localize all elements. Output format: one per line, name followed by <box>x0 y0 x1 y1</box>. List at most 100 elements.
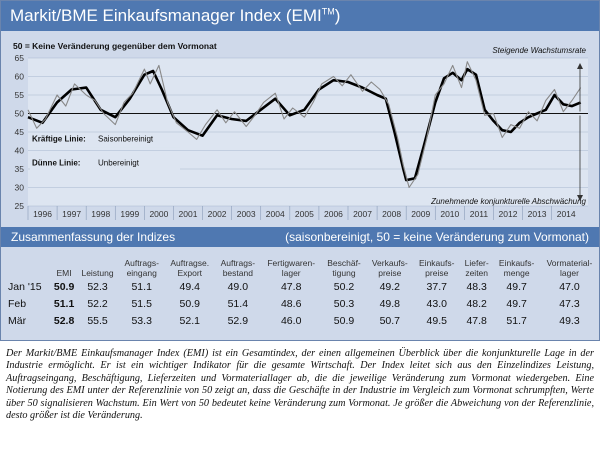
value-cell: 37.7 <box>426 280 447 293</box>
column-header: Beschäf-tigung <box>322 248 366 278</box>
legend-bold-text: Saisonbereinigt <box>98 134 154 143</box>
summary-header-row: EMI Leistung Auftrags-eingang Auftragse. Exp… <box>1 248 599 278</box>
legend-thin-label: Dünne Linie: <box>32 158 80 167</box>
value-cell: 52.3 <box>87 280 108 293</box>
value-cell: 52.9 <box>227 314 249 327</box>
row-label: Mär <box>8 314 27 327</box>
column-header-line1: Beschäf- <box>327 258 361 268</box>
x-tick-label: 2007 <box>353 209 372 219</box>
y-tick-label: 35 <box>15 164 25 174</box>
row-label: Jan '15 <box>8 280 42 293</box>
up-arrow-icon <box>577 63 583 69</box>
value-cell: 51.4 <box>227 297 249 310</box>
summary-subtitle: (saisonbereinigt, 50 = keine Veränderung… <box>285 230 589 244</box>
column-header-line2: bestand <box>222 268 253 278</box>
value-cell: 50.3 <box>333 297 355 310</box>
value-cell: 52.1 <box>179 314 200 327</box>
y-tick-label: 65 <box>15 53 25 63</box>
summary-table: EMI Leistung Auftrags-eingang Auftragse. Exp… <box>1 248 599 329</box>
series-line-unbereinigt <box>27 61 582 189</box>
column-header-line2: lager <box>281 268 301 278</box>
value-cell: 50.9 <box>179 297 200 310</box>
y-tick-label: 55 <box>15 90 25 100</box>
emi-value-cell: 50.9 <box>53 280 75 293</box>
value-cell: 43.0 <box>426 297 447 310</box>
value-cell: 49.7 <box>506 297 527 310</box>
value-cell: 49.3 <box>559 314 580 327</box>
column-header-line2: lager <box>560 268 579 278</box>
column-header-line2: menge <box>503 268 530 278</box>
value-cell: 48.6 <box>280 297 302 310</box>
table-row: Mär 52.8 55.5 53.3 52.1 52.9 46.0 50.9 50.7 49.5 4… <box>1 312 599 329</box>
chart-title: Markit/BME Einkaufsmanager Index (EMITM) <box>10 6 341 25</box>
value-cell: 47.8 <box>466 314 487 327</box>
column-header-line2: eingang <box>126 268 157 278</box>
column-header: Auftragse. Export <box>164 248 215 278</box>
column-header-line2: tigung <box>332 268 356 278</box>
x-tick-label: 2002 <box>208 209 227 219</box>
x-tick-label: 2001 <box>179 209 198 219</box>
x-tick-label: 2005 <box>295 209 314 219</box>
column-header: Auftrags-bestand <box>215 248 261 278</box>
value-cell: 48.3 <box>466 280 487 293</box>
title-bar: Markit/BME Einkaufsmanager Index (EMITM) <box>1 1 599 31</box>
column-header-line1: Liefer- <box>464 258 489 268</box>
value-cell: 51.7 <box>506 314 527 327</box>
x-tick-label: 2000 <box>149 209 168 219</box>
down-arrow-icon <box>577 195 583 201</box>
value-cell: 49.5 <box>426 314 447 327</box>
column-header-line2: preise <box>425 268 449 278</box>
legend-thin-text: Unbereinigt <box>98 158 140 167</box>
emi-line-chart: 25 30 35 40 45 50 55 60 65 1996 1997 1998 1999 2000 20… <box>13 41 588 220</box>
summary-title: Zusammenfassung der Indizes <box>11 230 176 244</box>
x-tick-label: 1997 <box>62 209 81 219</box>
column-header-line1: Fertigwaren- <box>267 258 316 268</box>
column-header: Liefer-zeiten <box>460 248 493 278</box>
x-tick-label: 2004 <box>266 209 285 219</box>
header-cell-empty <box>1 248 52 278</box>
x-tick-label: 2013 <box>528 209 547 219</box>
column-header: Auftrags-eingang <box>119 248 165 278</box>
annotation-bottom-right: Zunehmende konjunkturelle Abschwächung <box>430 197 586 206</box>
value-cell: 51.1 <box>131 280 152 293</box>
emi-value-cell: 51.1 <box>53 297 75 310</box>
annotation-top-right: Steigende Wachstumsrate <box>492 46 586 55</box>
y-tick-label: 50 <box>15 109 25 119</box>
value-cell: 47.3 <box>559 297 580 310</box>
explanation-text: Der Markit/BME Einkaufsmanager Index (EM… <box>6 348 594 422</box>
summary-body: Jan '15 50.9 52.3 51.1 49.4 49.0 47.8 50.2 49.2 3… <box>1 278 599 329</box>
x-tick-label: 2008 <box>382 209 401 219</box>
column-header-line1: Einkaufs- <box>498 258 535 268</box>
emi-value-cell: 52.8 <box>53 314 75 327</box>
value-cell: 48.2 <box>466 297 487 310</box>
y-tick-label: 45 <box>15 127 25 137</box>
value-cell: 49.2 <box>379 280 401 293</box>
column-header-line1: Auftragse. <box>170 258 210 268</box>
column-header-line1: Vormaterial- <box>546 258 593 268</box>
chart-panel: Markit/BME Einkaufsmanager Index (EMITM)… <box>0 0 600 341</box>
value-cell: 53.3 <box>131 314 152 327</box>
summary-header-bar: Zusammenfassung der Indizes (saisonberei… <box>1 227 599 247</box>
column-header-line1: Auftrags- <box>220 258 256 268</box>
value-cell: 55.5 <box>87 314 108 327</box>
column-header: EMI <box>52 248 76 278</box>
column-header-line2: Export <box>177 268 203 278</box>
value-cell: 47.8 <box>280 280 302 293</box>
value-cell: 51.5 <box>131 297 152 310</box>
y-tick-label: 60 <box>15 72 25 82</box>
x-tick-label: 1999 <box>120 209 139 219</box>
x-tick-label: 2011 <box>470 209 489 219</box>
x-tick-label: 1998 <box>91 209 110 219</box>
value-cell: 50.2 <box>333 280 355 293</box>
column-header: Vormaterial-lager <box>540 248 599 278</box>
y-tick-label: 40 <box>15 146 25 156</box>
column-header: Fertigwaren-lager <box>261 248 322 278</box>
column-header-line1: Verkaufs- <box>371 258 408 268</box>
x-tick-label: 2003 <box>237 209 256 219</box>
legend-bg-bold <box>30 136 180 148</box>
column-header-line2: preise <box>378 268 402 278</box>
value-cell: 47.0 <box>559 280 580 293</box>
table-row: Jan '15 50.9 52.3 51.1 49.4 49.0 47.8 50.2 49.2 3… <box>1 278 599 295</box>
legend-bold-label: Kräftige Linie: <box>32 134 86 143</box>
column-header: Einkaufs-preise <box>413 248 460 278</box>
